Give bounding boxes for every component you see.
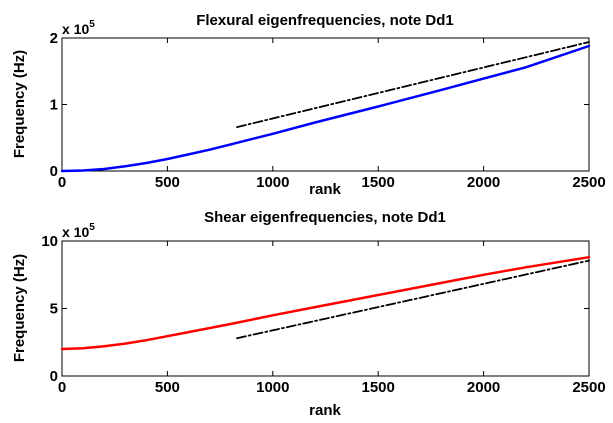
x-tick-label: 0 [58,174,66,191]
x-tick-label: 1000 [256,379,289,396]
y-tick-label: 5 [50,301,58,318]
chart-title: Flexural eigenfrequencies, note Dd1 [196,12,454,29]
x-tick-label: 1500 [362,379,395,396]
x-tick-label: 2500 [572,174,605,191]
y-multiplier-base: x 10 [62,224,89,240]
x-tick-label: 500 [155,174,180,191]
y-multiplier-base: x 10 [62,21,89,37]
chart-marks: 0 500 1000 1500 2000 2500 0 1 2 [50,30,606,191]
y-multiplier: x 105 [62,19,95,37]
x-tick-label: 1500 [362,174,395,191]
series-line [60,44,591,173]
y-tick-label: 1 [50,97,58,114]
x-tick-label: 500 [155,379,180,396]
chart-marks: 0 500 1000 1500 2000 2500 0 5 10 [41,233,605,396]
y-tick-label: 0 [50,368,58,385]
flexural-chart: 0 500 1000 1500 2000 2500 0 1 2 Flexural eigenfr… [11,12,606,198]
y-tick-label: 10 [41,233,58,250]
y-multiplier-exponent: 5 [89,222,95,233]
shear-chart: 0 500 1000 1500 2000 2500 0 5 10 Shear eigenfreq… [11,209,606,419]
series-line [60,255,591,351]
y-tick-label: 2 [50,30,58,47]
y-tick-label: 0 [50,163,58,180]
y-axis-label: Frequency (Hz) [11,254,28,362]
x-axis-label: rank [309,402,341,419]
x-tick-label: 2500 [572,379,605,396]
x-tick-label: 2000 [467,379,500,396]
plot-area-frame [61,37,590,172]
x-tick-label: 0 [58,379,66,396]
x-tick-label: 2000 [467,174,500,191]
plot-area-frame [61,240,590,377]
y-axis-label: Frequency (Hz) [11,50,28,158]
x-tick-label: 1000 [256,174,289,191]
asymptote-line [236,259,590,340]
y-multiplier-exponent: 5 [89,19,95,30]
asymptote-line [236,41,590,128]
y-multiplier: x 105 [62,222,95,240]
x-axis-label: rank [309,181,341,198]
chart-title: Shear eigenfrequencies, note Dd1 [204,209,446,226]
